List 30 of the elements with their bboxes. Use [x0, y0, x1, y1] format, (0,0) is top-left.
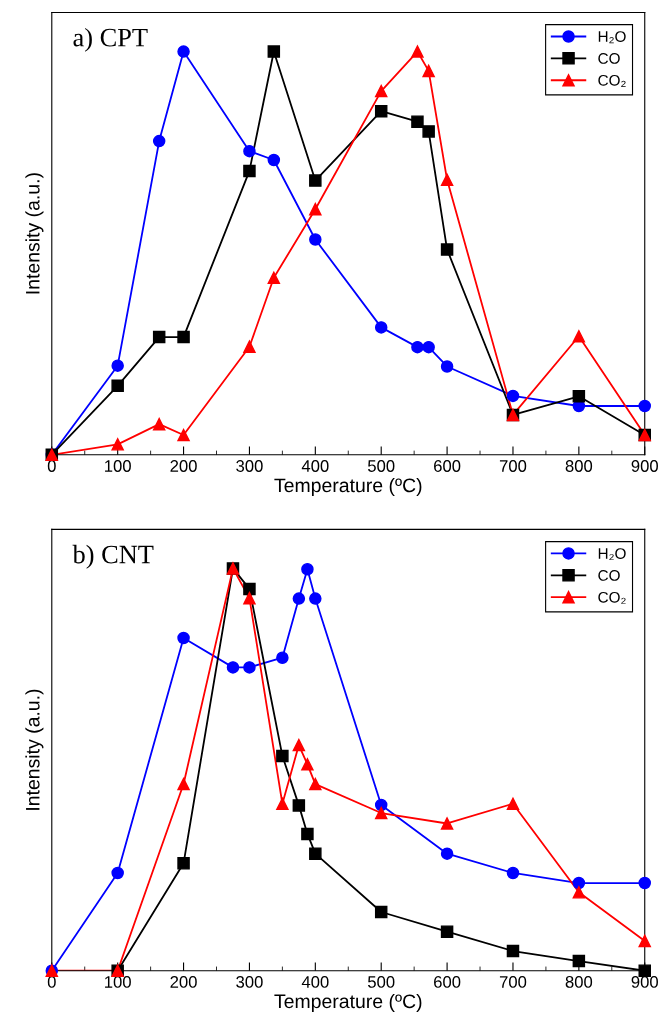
- legend-label: CO₂: [598, 591, 626, 604]
- legend-label: CO₂: [598, 74, 626, 87]
- x-tick-label: 100: [105, 460, 131, 472]
- x-tick-label: 900: [631, 976, 658, 988]
- x-tick-label: 800: [565, 460, 593, 472]
- x-tick-label: 700: [499, 976, 527, 988]
- y-axis-title: Intensity (a.u.): [25, 689, 44, 810]
- x-tick-label: 600: [434, 460, 461, 472]
- legend-label: CO: [598, 53, 620, 64]
- chart-title: b) CNT: [72, 544, 154, 569]
- x-tick-label: 700: [499, 460, 527, 472]
- legend-label: CO: [598, 570, 620, 581]
- x-tick-label: 800: [565, 976, 593, 988]
- x-tick-label: 300: [236, 976, 263, 988]
- x-tick-label: 600: [434, 976, 461, 988]
- x-tick-label: 200: [170, 976, 197, 988]
- legend-label: H₂O: [598, 548, 626, 561]
- chart-title: a) CPT: [73, 27, 148, 52]
- x-tick-label: 200: [170, 460, 197, 472]
- y-axis-title: Intensity (a.u.): [25, 173, 44, 294]
- x-tick-label: 100: [105, 976, 131, 988]
- x-tick-label: 400: [301, 976, 329, 988]
- legend-label: H₂O: [598, 31, 626, 44]
- x-tick-label: 900: [631, 460, 658, 472]
- x-axis-title: Temperature (ºC): [274, 477, 422, 497]
- x-tick-label: 500: [367, 460, 395, 472]
- x-tick-label: 500: [367, 976, 395, 988]
- x-tick-label: 400: [301, 460, 329, 472]
- x-axis-title: Temperature (ºC): [274, 993, 422, 1013]
- x-tick-label: 300: [236, 460, 263, 472]
